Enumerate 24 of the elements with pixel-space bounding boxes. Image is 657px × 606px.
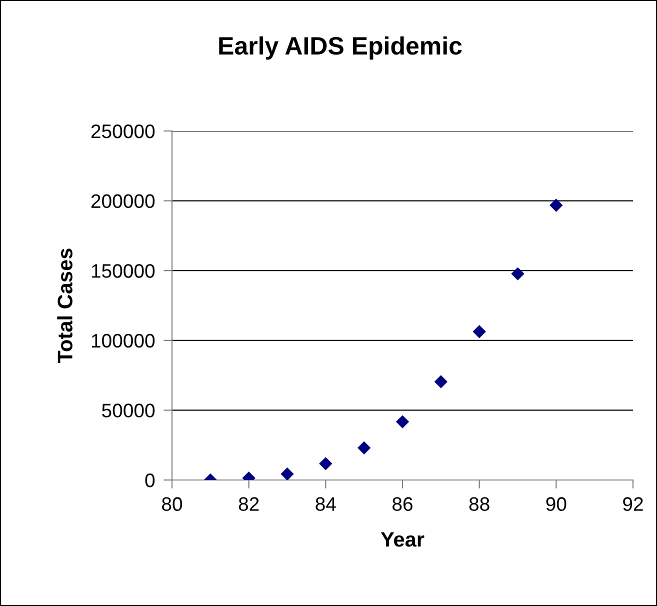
x-tick-label: 90 (546, 497, 566, 511)
point (434, 375, 448, 388)
point (472, 325, 486, 338)
point (319, 457, 332, 470)
point (280, 467, 294, 480)
y-tick-label: 100000 (92, 334, 155, 348)
point (511, 267, 524, 280)
y-axis-title: Total Cases (57, 248, 72, 363)
y-tick-label: 200000 (91, 194, 155, 208)
x-tick-label: 92 (623, 497, 643, 511)
point (550, 198, 563, 212)
chart-title: Early AIDS Epidemic (219, 36, 462, 60)
x-tick-label: 84 (316, 497, 336, 511)
y-tick-label: 50000 (102, 404, 155, 418)
y-tick-label: 0 (145, 473, 155, 488)
point (357, 441, 371, 454)
point (396, 415, 410, 428)
x-tick-label: 80 (162, 497, 182, 511)
x-tick-label: 82 (238, 497, 259, 511)
y-tick-label: 150000 (92, 264, 155, 278)
x-tick-label: 86 (392, 497, 412, 511)
x-tick-label: 88 (469, 497, 490, 511)
x-axis-title: Year (380, 532, 424, 547)
y-tick-label: 250000 (91, 124, 155, 138)
